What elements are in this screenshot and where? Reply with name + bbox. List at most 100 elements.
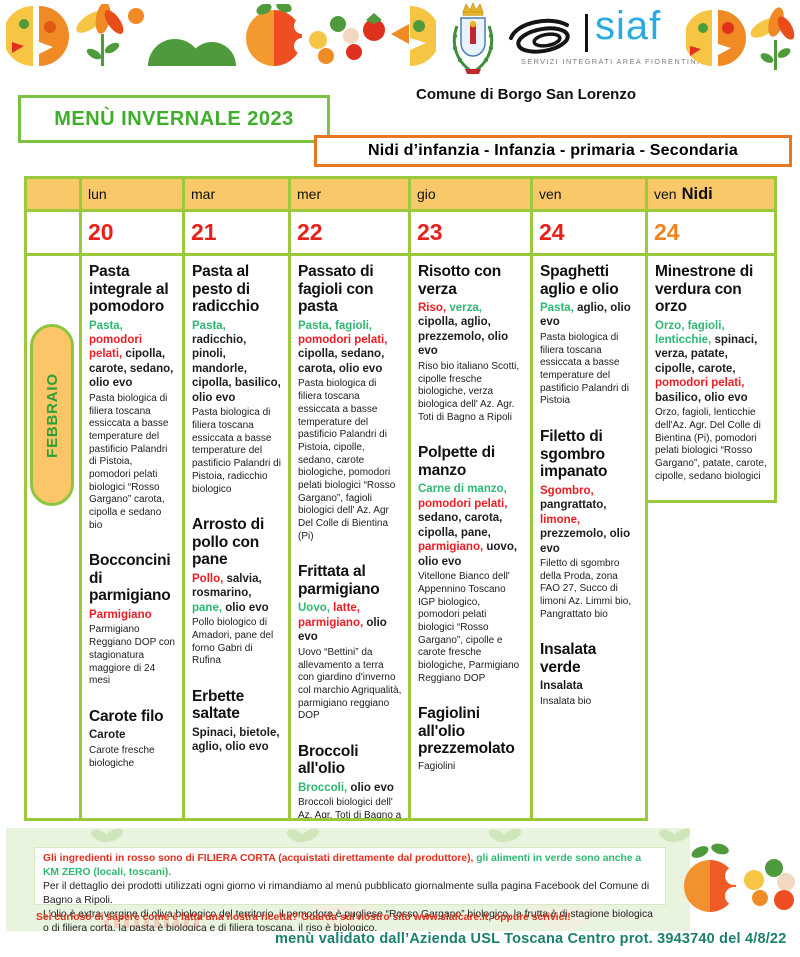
ingredient-black: Spinaci, bietole, aglio, olio evo <box>192 726 280 754</box>
day-number: 23 <box>417 219 443 245</box>
ingredient-red: Sgombro, <box>540 484 594 497</box>
curiosity-note: Sei curioso di sapere come è fatta una n… <box>36 912 571 923</box>
day-column-4: gio 23 Risotto con verza Riso, verza, cipol… <box>408 176 533 821</box>
dish: Erbette saltate Spinaci, bietole, aglio, … <box>192 688 282 755</box>
siaf-wordmark: siaf <box>595 4 662 48</box>
dish-description: Orzo, fagioli, lenticchie dell'Az. Agr. … <box>655 407 767 482</box>
dish: Fagiolini all'olio prezzemolato Fagiolini <box>418 705 524 773</box>
day-column-1: lun 20 Pasta integrale al pomodoro Pasta, p… <box>79 176 185 821</box>
day-column-6: ven Nidi 24 Minestrone di verdura con orzo O… <box>645 176 777 503</box>
dish-title: Polpette di manzo <box>418 444 496 479</box>
menu-table: FEBBRAIO lun 20 Pasta integrale al pomodor… <box>24 176 777 821</box>
day-dishes: Risotto con verza Riso, verza, cipolla, a… <box>411 256 530 818</box>
dish-ingredients: Pasta, fagioli, pomodori pelati, cipolla… <box>298 319 402 377</box>
month-label: FEBBRAIO <box>43 372 61 458</box>
ingredient-red: pomodori pelati, <box>655 377 745 390</box>
day-dishes: Passato di fagioli con pasta Pasta, fagio… <box>291 256 408 818</box>
dish-title: Carote filo <box>89 707 164 725</box>
dish-description: Uovo “Bettini” da allevamento a terra co… <box>298 646 402 722</box>
pale-leaves-icon <box>286 828 320 843</box>
dish-description: Riso bio italiano Scotti, cipolle fresch… <box>418 360 520 423</box>
day-column-3: mer 22 Passato di fagioli con pasta Pasta, … <box>288 176 411 821</box>
bitten-apple-and-dots-icon <box>684 843 795 912</box>
ingredient-red: Parmigiano <box>89 608 152 621</box>
ingredient-red: latte, parmigiano, <box>298 602 364 629</box>
dish-title: Minestrone di verdura con orzo <box>655 263 754 315</box>
ingredient-green: Pasta, fagioli, <box>298 319 373 332</box>
ingredient-red: limone, <box>540 513 581 526</box>
dish: Minestrone di verdura con orzo Orzo, fagi… <box>655 263 768 484</box>
ingredient-black: Insalata <box>540 680 583 693</box>
ingredient-black: cipolla, aglio, prezzemolo, olio evo <box>418 316 509 358</box>
dish-title: Spaghetti aglio e olio <box>540 263 619 298</box>
dish-description: Pollo biologico di Amadori, pane del for… <box>192 617 274 667</box>
dish: Pasta integrale al pomodoro Pasta, pomodo… <box>89 263 176 532</box>
dish-ingredients: Carote <box>89 728 176 742</box>
dish-title: Frittata al parmigiano <box>298 563 380 598</box>
siaf-logo-divider <box>585 14 588 52</box>
dish: Frittata al parmigiano Uovo, latte, parmi… <box>298 563 402 723</box>
dish-title: Insalata verde <box>540 641 597 676</box>
dish-title: Erbette saltate <box>192 687 245 723</box>
day-number: 21 <box>191 219 217 245</box>
dish-description: Fagiolini <box>418 760 456 772</box>
ingredient-red: Pollo, <box>192 572 224 585</box>
day-number: 20 <box>88 219 114 245</box>
dish-ingredients: Sgombro, pangrattato, limone, prezzemolo… <box>540 484 639 556</box>
dish-ingredients: Carne di manzo, pomodori pelati, sedano,… <box>418 482 524 569</box>
striped-decoration <box>104 920 200 928</box>
ingredient-green: Carne di manzo, <box>418 483 507 496</box>
day-dishes: Minestrone di verdura con orzo Orzo, fagi… <box>648 256 774 500</box>
day-number-cell: 24 <box>533 212 645 256</box>
dish: Carote filo Carote Carote fresche biologic… <box>89 708 176 770</box>
dish-description: Broccoli biologici dell' Az. Agr. Toti d… <box>298 797 402 818</box>
day-name-cell: mer <box>291 179 408 212</box>
ingredient-black: Carote <box>89 729 126 742</box>
dish-title: Pasta al pesto di radicchio <box>192 263 260 315</box>
dish-description: Carote fresche biologiche <box>89 744 155 769</box>
day-name-cell: gio <box>411 179 530 212</box>
ingredient-black: pangrattato, <box>540 499 607 512</box>
dish: Bocconcini di parmigiano Parmigiano Parmig… <box>89 552 176 687</box>
day-dishes: Spaghetti aglio e olio Pasta, aglio, olio… <box>533 256 645 818</box>
ingredient-red: pomodori pelati, <box>89 333 143 361</box>
day-number: 22 <box>297 219 323 245</box>
dish-ingredients: Broccoli, olio evo <box>298 781 402 795</box>
day-dishes: Pasta integrale al pomodoro Pasta, pomodo… <box>82 256 182 818</box>
ingredient-black: cipolla, sedano, carota, olio evo <box>298 348 385 375</box>
dish-description: Pasta biologica di filiera toscana essic… <box>540 331 629 407</box>
ingredient-black: cipolla, carote, sedano, olio evo <box>89 348 174 390</box>
siaf-swirl-icon <box>509 18 570 54</box>
day-number-cell: 22 <box>291 212 408 256</box>
day-dishes: Pasta al pesto di radicchio Pasta, radicc… <box>185 256 288 818</box>
dish-title: Pasta integrale al pomodoro <box>89 263 169 315</box>
ingredient-black: olio evo <box>298 616 387 644</box>
footer-band: Gli ingredienti in rosso sono di FILIERA… <box>6 828 690 931</box>
dish-description: Filetto di sgombro della Proda, zona FAO… <box>540 558 632 620</box>
day-name-label: ven <box>539 186 562 202</box>
day-column-5: ven 24 Spaghetti aglio e olio Pasta, aglio,… <box>530 176 648 821</box>
day-name-cell: lun <box>82 179 182 212</box>
dish-ingredients: Pasta, aglio, olio evo <box>540 301 639 330</box>
dish: Risotto con verza Riso, verza, cipolla, a… <box>418 263 524 424</box>
validation-note: menù validato dall’Azienda USL Toscana C… <box>275 931 787 947</box>
dish-title: Passato di fagioli con pasta <box>298 263 374 315</box>
ingredient-red: parmigiano, <box>418 541 484 554</box>
ingredient-green: Broccoli, <box>298 781 348 794</box>
dish-ingredients: Pollo, salvia, rosmarino, pane, olio evo <box>192 572 282 615</box>
month-number-cell <box>27 212 79 256</box>
dish-ingredients: Insalata <box>540 679 639 693</box>
day-number: 24 <box>539 219 565 245</box>
ingredient-black: prezzemolo, olio evo <box>540 528 631 555</box>
day-name-cell: ven Nidi <box>648 179 774 212</box>
comune-name: Comune di Borgo San Lorenzo <box>416 86 636 103</box>
dish: Polpette di manzo Carne di manzo, pomodor… <box>418 444 524 685</box>
dish-description: Pasta biologica di filiera toscana essic… <box>89 392 169 531</box>
dish: Broccoli all'olio Broccoli, olio evo Brocc… <box>298 743 402 818</box>
dish: Spaghetti aglio e olio Pasta, aglio, olio… <box>540 263 639 408</box>
day-number-cell: 23 <box>411 212 530 256</box>
dish-description: Insalata bio <box>540 695 592 707</box>
siaf-subtitle: SERVIZI INTEGRATI AREA FIORENTINA <box>521 57 704 66</box>
note-facebook: Per il dettaglio dei prodotti utilizzati… <box>43 881 650 906</box>
ingredient-black: salvia, rosmarino, <box>192 572 262 600</box>
